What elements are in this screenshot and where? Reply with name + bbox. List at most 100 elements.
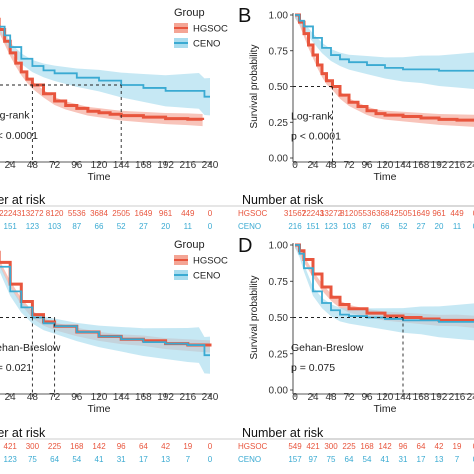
x-tick-label: 48 — [27, 392, 39, 403]
risk-table-cell: 3684 — [376, 209, 394, 218]
x-tick-label: 24 — [307, 392, 319, 403]
risk-table-cell: 20 — [435, 222, 444, 231]
x-tick-label: 240 — [202, 392, 219, 403]
x-axis-title: Time — [88, 403, 111, 415]
risk-table-cell: 0 — [208, 455, 213, 464]
risk-table-cell: 225 — [48, 442, 62, 451]
risk-table-cell: 96 — [399, 442, 408, 451]
risk-table-cell: 13272 — [320, 209, 343, 218]
risk-table-cell: 142 — [378, 442, 392, 451]
test-name-label: Log-rank — [0, 110, 30, 122]
x-tick-label: 144 — [113, 160, 130, 171]
risk-table-cell: 0 — [208, 209, 213, 218]
y-tick-label: 0.50 — [269, 82, 289, 93]
confidence-band-hgsoc — [0, 28, 203, 127]
risk-table-cell: 19 — [183, 442, 192, 451]
risk-table-cell: 75 — [327, 455, 336, 464]
survival-curve-ceno — [0, 253, 210, 357]
panel-label-d: D — [238, 235, 252, 257]
survival-curve-ceno — [295, 244, 474, 323]
x-tick-label: 216 — [179, 160, 196, 171]
risk-row-label-ceno: CENO — [238, 222, 261, 231]
risk-table-cell: 449 — [181, 209, 195, 218]
risk-table-cell: 20 — [161, 222, 170, 231]
y-axis-title: Survival probability — [249, 45, 260, 129]
risk-table-cell: 8120 — [340, 209, 358, 218]
x-tick-label: 168 — [413, 392, 430, 403]
legend-entry-hgsoc: HGSOC — [193, 24, 228, 35]
x-tick-label: 72 — [49, 392, 61, 403]
risk-table-cell: 42 — [161, 442, 170, 451]
km-panel-b: 0.00 0.25 0.50 0.75 1.00 Survival probability… — [238, 11, 474, 231]
test-name-label: Gehan-Breslow — [0, 342, 61, 354]
legend-title: Group — [174, 239, 205, 251]
y-tick-label: 0.00 — [269, 386, 289, 397]
x-tick-label: 192 — [157, 160, 174, 171]
risk-table-cell: 22243 — [0, 209, 22, 218]
risk-table-cell: 300 — [26, 442, 40, 451]
x-tick-label: 168 — [135, 160, 152, 171]
risk-table-cell: 87 — [363, 222, 372, 231]
x-tick-label: 120 — [91, 392, 108, 403]
x-tick-label: 144 — [395, 392, 412, 403]
x-tick-label: 48 — [325, 160, 337, 171]
risk-table-title: Number at risk — [0, 426, 46, 440]
risk-table-cell: 27 — [139, 222, 148, 231]
survival-curve-hgsoc — [295, 243, 474, 322]
legend: Group HGSOC CENO — [174, 239, 228, 282]
risk-table-cell: 54 — [72, 455, 81, 464]
survival-curve-ceno — [295, 14, 474, 72]
survival-curve-ceno — [0, 19, 210, 98]
legend-title: Group — [174, 7, 205, 19]
risk-table-cell: 421 — [306, 442, 320, 451]
x-tick-label: 72 — [343, 392, 355, 403]
risk-table-cell: 13 — [161, 455, 170, 464]
x-tick-label: 216 — [179, 392, 196, 403]
risk-table-cell: 66 — [381, 222, 390, 231]
risk-table-cell: 142 — [92, 442, 106, 451]
risk-table-cell: 0 — [473, 222, 474, 231]
km-panel-c: 24487296120144168192216240TimeGehan-Bres… — [0, 239, 474, 464]
risk-table-cell: 13272 — [21, 209, 44, 218]
risk-table-cell: 52 — [117, 222, 126, 231]
risk-table-cell: 1649 — [135, 209, 153, 218]
risk-table-cell: 8120 — [46, 209, 64, 218]
x-tick-label: 24 — [5, 392, 17, 403]
risk-table: Number at risk22243132728120553636842505… — [0, 193, 474, 231]
y-tick-label: 0.50 — [269, 313, 289, 324]
x-axis-title: Time — [374, 403, 397, 415]
risk-table-cell: 7 — [455, 455, 460, 464]
risk-table-cell: 151 — [4, 222, 18, 231]
risk-table-cell: 64 — [50, 455, 59, 464]
x-tick-label: 144 — [395, 160, 412, 171]
confidence-band-hgsoc — [295, 15, 474, 127]
x-tick-label: 192 — [431, 392, 448, 403]
risk-table-cell: 42 — [435, 442, 444, 451]
risk-table-cell: 0 — [208, 222, 213, 231]
risk-table-cell: 31 — [117, 455, 126, 464]
x-tick-label: 240 — [467, 160, 474, 171]
x-tick-label: 144 — [113, 392, 130, 403]
risk-table-cell: 7 — [186, 455, 191, 464]
x-tick-label: 96 — [361, 392, 373, 403]
p-value-label: p = 0.075 — [291, 362, 335, 374]
risk-table-cell: 168 — [70, 442, 84, 451]
x-tick-label: 216 — [449, 160, 466, 171]
risk-row-label-hgsoc: HGSOC — [238, 209, 268, 218]
y-tick-label: 0.75 — [269, 277, 289, 288]
x-tick-label: 192 — [157, 392, 174, 403]
risk-table-cell: 5536 — [68, 209, 86, 218]
x-tick-label: 168 — [413, 160, 430, 171]
test-name-label: Gehan-Breslow — [291, 342, 364, 354]
y-tick-label: 0.00 — [269, 154, 289, 165]
risk-table-cell: 168 — [360, 442, 374, 451]
survival-curve-hgsoc — [295, 13, 474, 122]
x-tick-label: 24 — [307, 160, 319, 171]
risk-table-cell: 549 — [288, 442, 302, 451]
risk-table-cell: 31567 — [284, 209, 307, 218]
x-tick-label: 24 — [5, 160, 17, 171]
risk-row-label-hgsoc: HGSOC — [238, 442, 268, 451]
test-name-label: Log-rank — [291, 110, 333, 122]
confidence-band-ceno — [295, 245, 474, 341]
